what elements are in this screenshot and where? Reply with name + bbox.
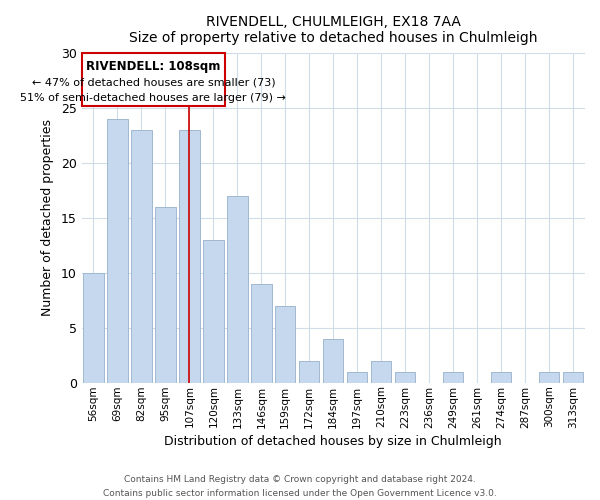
- Title: RIVENDELL, CHULMLEIGH, EX18 7AA
Size of property relative to detached houses in : RIVENDELL, CHULMLEIGH, EX18 7AA Size of …: [129, 15, 538, 45]
- Bar: [491, 372, 511, 382]
- Bar: [107, 119, 128, 382]
- Text: ← 47% of detached houses are smaller (73): ← 47% of detached houses are smaller (73…: [32, 78, 275, 88]
- Bar: [323, 338, 343, 382]
- Bar: [83, 273, 104, 382]
- Bar: [443, 372, 463, 382]
- Bar: [395, 372, 415, 382]
- Bar: [203, 240, 224, 382]
- Bar: [539, 372, 559, 382]
- Bar: [275, 306, 295, 382]
- Bar: [227, 196, 248, 382]
- Text: RIVENDELL: 108sqm: RIVENDELL: 108sqm: [86, 60, 221, 73]
- Text: 51% of semi-detached houses are larger (79) →: 51% of semi-detached houses are larger (…: [20, 93, 286, 103]
- Y-axis label: Number of detached properties: Number of detached properties: [41, 120, 54, 316]
- X-axis label: Distribution of detached houses by size in Chulmleigh: Distribution of detached houses by size …: [164, 434, 502, 448]
- Bar: [155, 207, 176, 382]
- Bar: [371, 360, 391, 382]
- Bar: [347, 372, 367, 382]
- FancyBboxPatch shape: [82, 54, 226, 106]
- Text: Contains HM Land Registry data © Crown copyright and database right 2024.
Contai: Contains HM Land Registry data © Crown c…: [103, 476, 497, 498]
- Bar: [179, 130, 200, 382]
- Bar: [299, 360, 319, 382]
- Bar: [131, 130, 152, 382]
- Bar: [563, 372, 583, 382]
- Bar: [251, 284, 272, 382]
